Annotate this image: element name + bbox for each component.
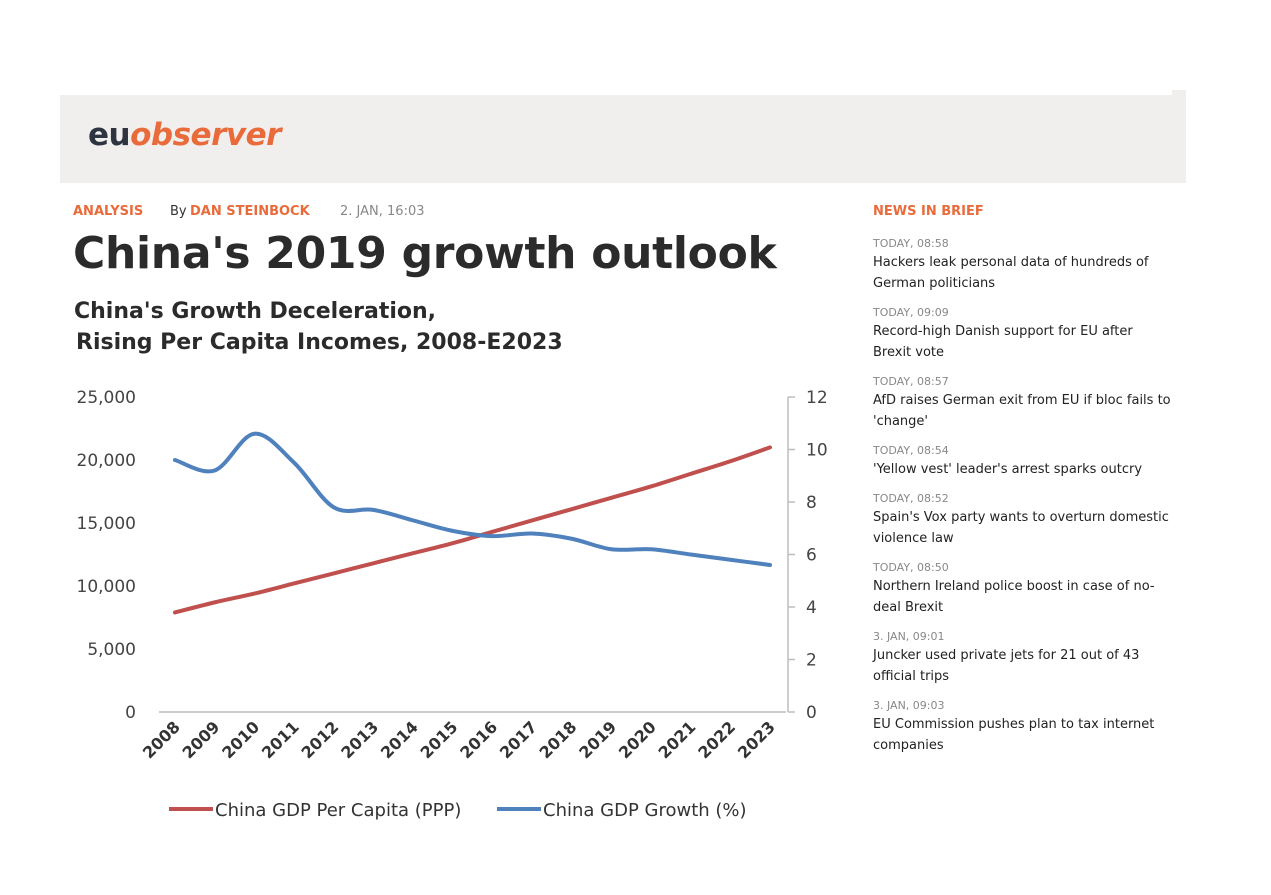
x-axis-tick-label: 2010 (218, 717, 263, 762)
x-axis-tick-label: 2018 (536, 717, 581, 762)
left-axis-tick-label: 15,000 (77, 514, 136, 534)
news-item-time: 3. JAN, 09:03 (873, 699, 945, 712)
header-edge (1172, 90, 1186, 183)
x-axis-tick-label: 2009 (179, 717, 224, 762)
news-item[interactable]: 3. JAN, 09:03 EU Commission pushes plan t… (873, 698, 1173, 756)
left-axis-tick-label: 0 (125, 703, 136, 723)
logo-prefix: eu (88, 117, 131, 153)
left-axis-tick-label: 20,000 (77, 451, 136, 471)
left-axis-tick-label: 25,000 (77, 388, 136, 408)
news-item[interactable]: TODAY, 08:52 Spain's Vox party wants to o… (873, 491, 1173, 549)
chart-title: China's Growth Deceleration, Rising Per … (74, 296, 563, 358)
news-item[interactable]: TODAY, 08:50 Northern Ireland police boos… (873, 560, 1173, 618)
x-axis-tick-label: 2019 (575, 717, 620, 762)
article-title: China's 2019 growth outlook (73, 228, 777, 279)
right-axis-tick-label: 2 (806, 651, 817, 671)
x-axis-tick-label: 2023 (734, 717, 779, 762)
news-item[interactable]: 3. JAN, 09:01 Juncker used private jets f… (873, 629, 1173, 687)
right-axis-tick-label: 8 (806, 493, 817, 513)
chart-svg: 0 5,000 10,000 15,000 20,000 25,000 0 2 4 6 8 10 12 2… (77, 388, 828, 821)
x-axis-tick-label: 2017 (496, 717, 541, 762)
article-category-link[interactable]: ANALYSIS (73, 204, 144, 219)
news-item-time: 3. JAN, 09:01 (873, 630, 945, 643)
news-item-time: TODAY, 08:58 (873, 237, 949, 250)
x-axis-tick-label: 2013 (337, 717, 382, 762)
news-in-brief-heading: NEWS IN BRIEF (873, 204, 984, 219)
x-axis-tick-label: 2011 (258, 717, 303, 762)
per-capita-series-line (173, 445, 772, 615)
x-axis-tick-label: 2022 (694, 717, 739, 762)
right-axis-tick-label: 10 (806, 441, 828, 461)
left-axis-tick-label: 5,000 (87, 640, 136, 660)
byline-label: By (170, 204, 187, 219)
news-item-title[interactable]: 'Yellow vest' leader's arrest sparks out… (873, 462, 1143, 477)
x-axis-tick-label: 2016 (456, 717, 501, 762)
right-axis-tick-label: 6 (806, 546, 817, 566)
x-axis-tick-label: 2020 (615, 717, 660, 762)
news-item[interactable]: TODAY, 08:54 'Yellow vest' leader's arres… (873, 443, 1173, 480)
logo-suffix: observer (130, 117, 281, 153)
legend-label: China GDP Per Capita (PPP) (215, 800, 461, 821)
news-item-time: TODAY, 08:54 (873, 444, 949, 457)
legend-label: China GDP Growth (%) (543, 800, 747, 821)
chart-title-line2: Rising Per Capita Incomes, 2008-E2023 (76, 330, 563, 355)
x-axis-tick-label: 2012 (298, 717, 343, 762)
news-item-time: TODAY, 08:52 (873, 492, 949, 505)
news-item-title[interactable]: Record-high Danish support for EU after … (873, 324, 1133, 360)
news-item-title[interactable]: Northern Ireland police boost in case of… (873, 579, 1155, 615)
right-axis-tick-label: 0 (806, 703, 817, 723)
news-item-time: TODAY, 08:57 (873, 375, 949, 388)
site-header: euobserver (60, 95, 1186, 183)
x-axis-tick-label: 2015 (417, 717, 462, 762)
news-item[interactable]: TODAY, 08:58 Hackers leak personal data o… (873, 236, 1173, 294)
news-item-title[interactable]: Hackers leak personal data of hundreds o… (873, 255, 1149, 291)
growth-series-line (173, 431, 772, 567)
news-item-title[interactable]: EU Commission pushes plan to tax interne… (873, 717, 1155, 753)
right-axis-tick-label: 4 (806, 598, 817, 618)
article-date: 2. JAN, 16:03 (340, 204, 425, 219)
news-item-title[interactable]: Juncker used private jets for 21 out of … (873, 648, 1140, 684)
right-axis-tick-label: 12 (806, 388, 828, 408)
chart-figure: China's Growth Deceleration, Rising Per … (64, 290, 844, 835)
news-list: TODAY, 08:58 Hackers leak personal data o… (873, 236, 1173, 756)
news-item-title[interactable]: AfD raises German exit from EU if bloc f… (873, 393, 1171, 429)
news-item-time: TODAY, 09:09 (873, 306, 949, 319)
x-axis-tick-label: 2008 (139, 717, 184, 762)
x-axis-tick-label: 2021 (655, 717, 700, 762)
author-link[interactable]: DAN STEINBOCK (190, 204, 310, 219)
site-logo[interactable]: euobserver (88, 117, 281, 153)
left-axis-tick-label: 10,000 (77, 577, 136, 597)
chart-title-line1: China's Growth Deceleration, (74, 299, 437, 324)
news-item[interactable]: TODAY, 08:57 AfD raises German exit from … (873, 374, 1173, 432)
news-in-brief-sidebar: NEWS IN BRIEF TODAY, 08:58 Hackers leak p… (873, 204, 1173, 767)
news-item-title[interactable]: Spain's Vox party wants to overturn dome… (873, 510, 1169, 546)
x-axis-tick-label: 2014 (377, 717, 422, 762)
news-item[interactable]: TODAY, 09:09 Record-high Danish support f… (873, 305, 1173, 363)
news-item-time: TODAY, 08:50 (873, 561, 949, 574)
